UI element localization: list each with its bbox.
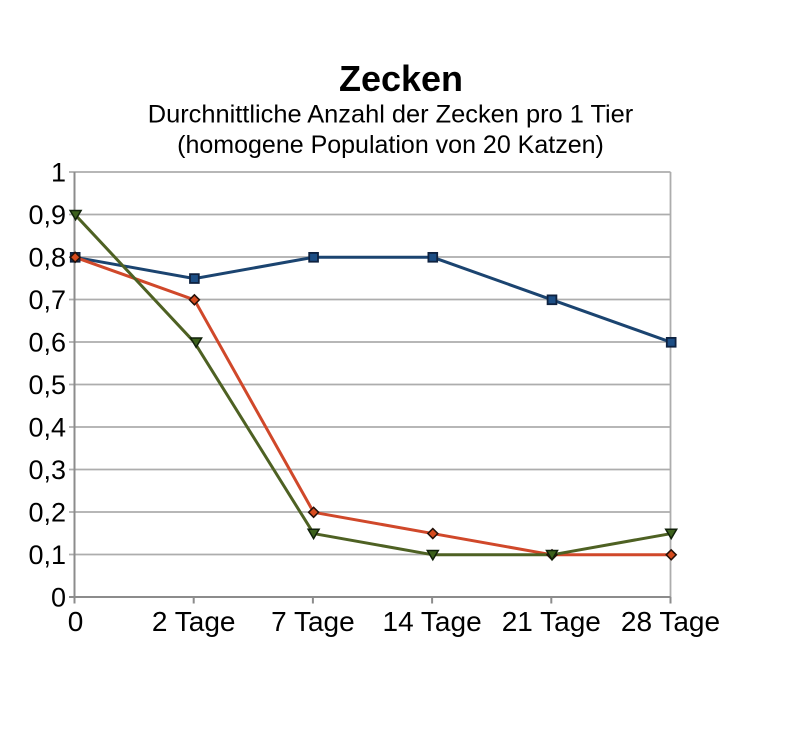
svg-text:Durchnittliche Anzahl der Zeck: Durchnittliche Anzahl der Zecken pro 1 T… (148, 101, 634, 129)
svg-text:0,7: 0,7 (28, 285, 66, 315)
svg-text:1: 1 (51, 158, 66, 188)
svg-text:0,6: 0,6 (28, 328, 66, 358)
svg-text:0: 0 (51, 583, 66, 613)
svg-text:2 Tage: 2 Tage (152, 606, 236, 637)
svg-text:0,3: 0,3 (28, 455, 66, 485)
svg-text:0,1: 0,1 (28, 540, 66, 570)
svg-text:Zecken: Zecken (339, 58, 463, 99)
svg-text:0,8: 0,8 (28, 243, 66, 273)
svg-text:21 Tage: 21 Tage (502, 606, 601, 637)
svg-text:0,4: 0,4 (28, 413, 66, 443)
svg-text:28 Tage: 28 Tage (621, 606, 720, 637)
svg-text:14 Tage: 14 Tage (383, 606, 482, 637)
svg-text:7 Tage: 7 Tage (271, 606, 355, 637)
svg-text:0,2: 0,2 (28, 498, 66, 528)
svg-text:0,9: 0,9 (28, 200, 66, 230)
svg-text:0,5: 0,5 (28, 370, 66, 400)
svg-text:(homogene Population von 20 Ka: (homogene Population von 20 Katzen) (177, 131, 604, 159)
svg-text:0: 0 (68, 606, 84, 637)
